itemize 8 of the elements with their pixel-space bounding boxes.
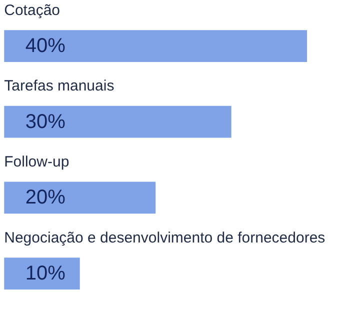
y-tick-label: Negociação e desenvolvimento de fornecedores [4, 229, 326, 246]
data-label: 10% [25, 262, 66, 285]
y-tick-label: Follow-up [4, 154, 70, 171]
data-label: 20% [25, 186, 66, 209]
y-tick-label: Tarefas manuais [4, 78, 114, 95]
y-tick-label: Cotação [4, 2, 60, 19]
data-label: 40% [25, 35, 66, 58]
data-label: 30% [25, 110, 66, 133]
